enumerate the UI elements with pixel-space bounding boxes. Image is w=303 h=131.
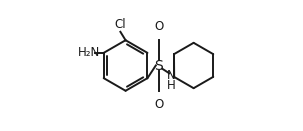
Text: Cl: Cl [115, 18, 126, 31]
Text: H: H [167, 79, 176, 92]
Text: O: O [154, 98, 163, 111]
Text: H₂N: H₂N [78, 46, 100, 59]
Text: N: N [167, 69, 176, 82]
Text: O: O [154, 20, 163, 33]
Text: S: S [154, 59, 163, 72]
